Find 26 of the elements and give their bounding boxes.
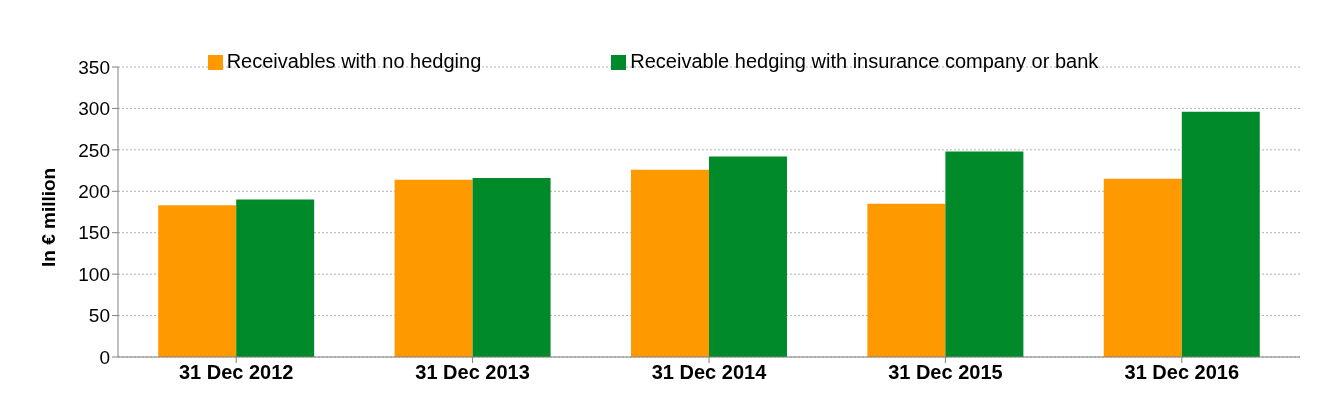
- x-tick-label: 31 Dec 2014: [651, 361, 768, 384]
- x-tick-label: 31 Dec 2012: [178, 361, 294, 384]
- y-tick-label: 200: [78, 181, 110, 203]
- x-tick-label: 31 Dec 2013: [415, 361, 530, 384]
- y-tick-label: 100: [78, 263, 110, 285]
- bar: [867, 203, 946, 357]
- bar: [236, 199, 315, 357]
- y-tick-label: 250: [78, 139, 110, 161]
- y-tick-label: 0: [99, 346, 110, 368]
- bar: [1103, 178, 1182, 357]
- bar: [630, 169, 709, 357]
- bar: [158, 205, 237, 357]
- legend-label: Receivable hedging with insurance company or bank: [630, 50, 1099, 72]
- x-tick-label: 31 Dec 2015: [888, 361, 1003, 384]
- bar: [394, 179, 473, 357]
- y-tick-label: 150: [78, 222, 110, 244]
- y-tick-label: 350: [78, 56, 110, 78]
- bar: [472, 178, 551, 357]
- legend-label: Receivables with no hedging: [226, 50, 482, 72]
- x-tick-label: 31 Dec 2016: [1124, 361, 1240, 384]
- bar: [1181, 111, 1260, 357]
- bar: [708, 156, 787, 357]
- y-axis-title: In € million: [37, 167, 59, 267]
- y-tick-label: 300: [78, 98, 110, 120]
- y-tick-label: 50: [88, 305, 110, 327]
- bar: [945, 151, 1024, 357]
